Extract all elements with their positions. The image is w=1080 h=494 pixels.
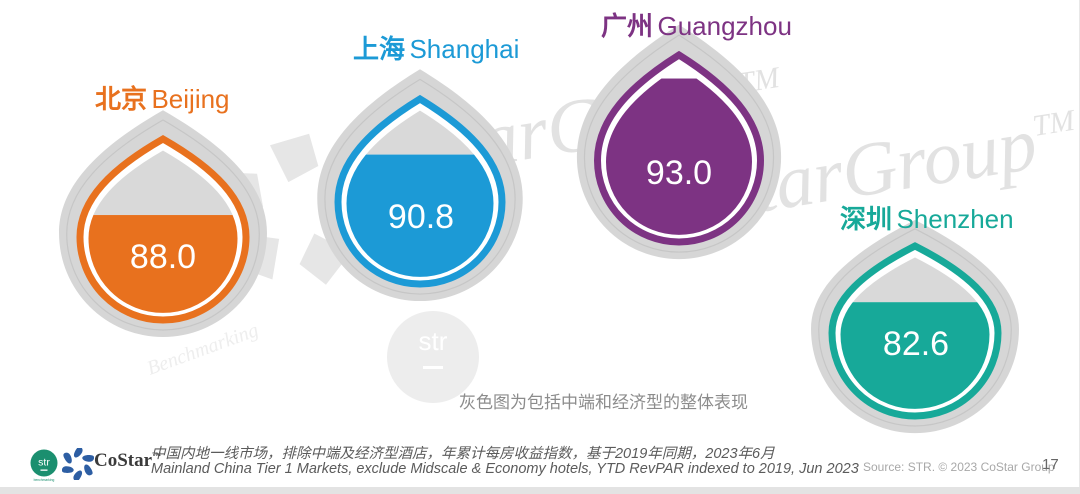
svg-text:benchmarking: benchmarking	[34, 478, 55, 482]
svg-text:str: str	[38, 457, 50, 469]
